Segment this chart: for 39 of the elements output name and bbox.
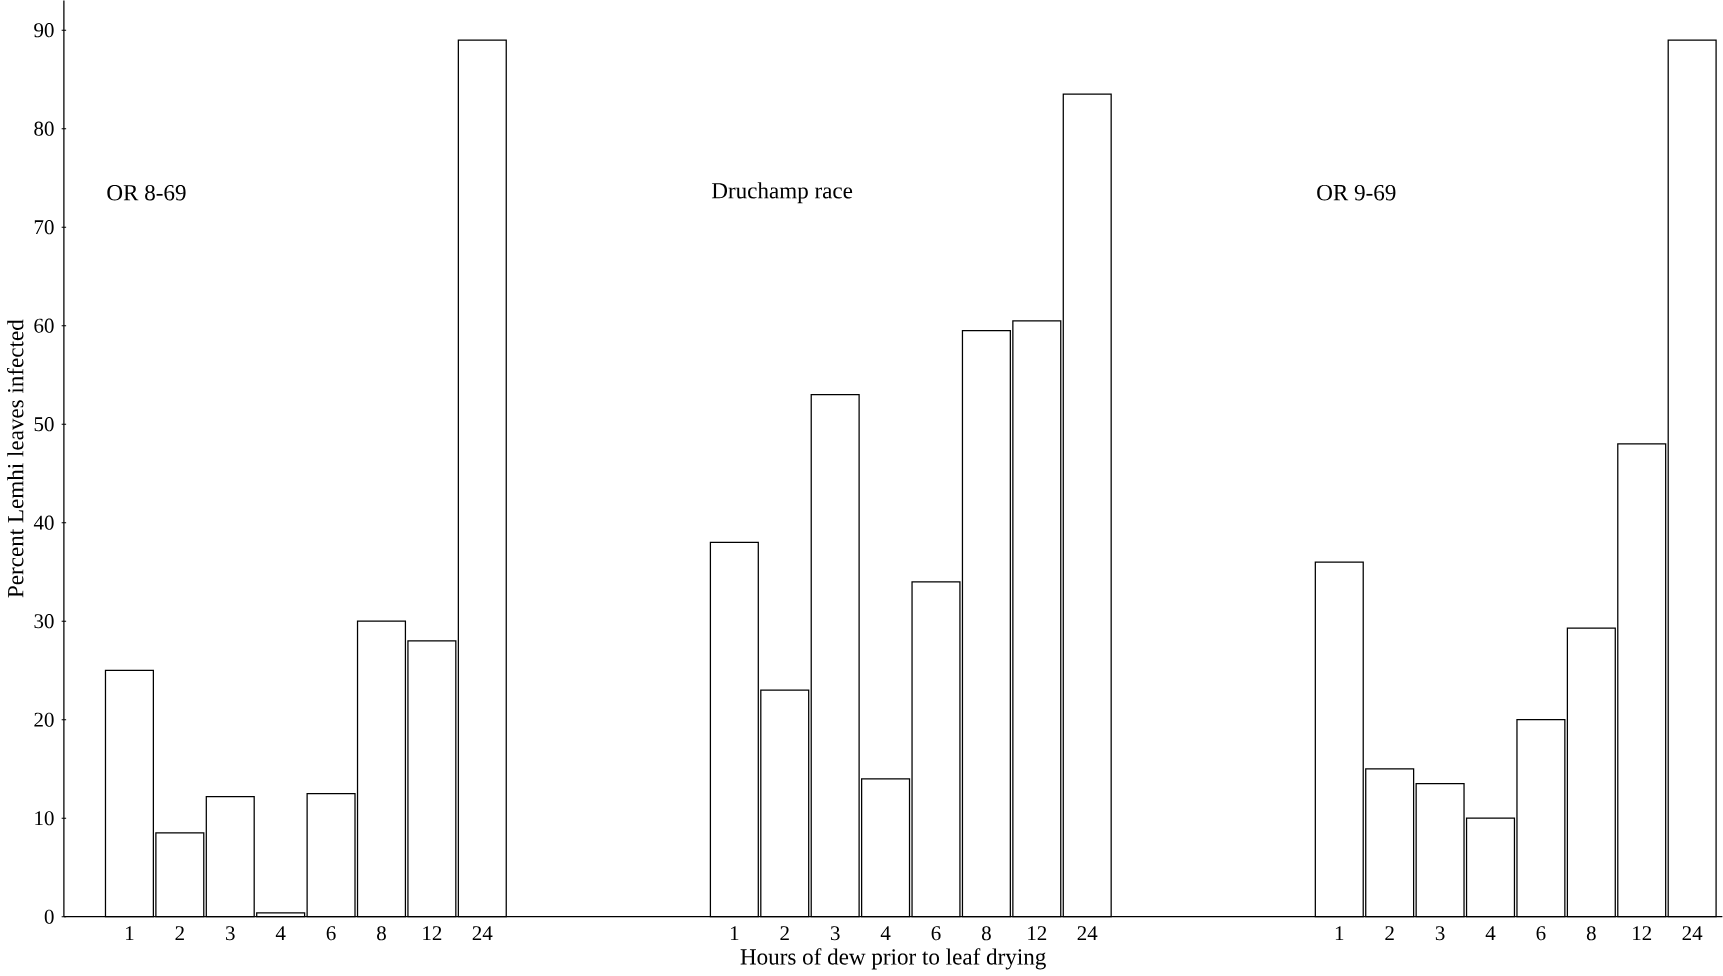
y-tick-label: 50 — [34, 416, 54, 432]
y-axis-title: Percent Lemhi leaves infected — [6, 319, 24, 598]
x-tick-label: 1 — [1335, 925, 1344, 940]
x-tick-label: 6 — [326, 925, 336, 941]
x-tick-label: 24 — [1682, 925, 1703, 940]
annotation: Druchamp race — [711, 182, 853, 203]
x-tick-label: 12 — [1028, 925, 1047, 940]
x-tick-label: 8 — [981, 925, 991, 941]
x-tick-label: 6 — [931, 925, 941, 941]
y-tick-label: 40 — [33, 515, 54, 530]
annotation: OR 8-69 — [107, 184, 186, 201]
x-tick-label: 3 — [226, 925, 235, 941]
x-tick-label: 2 — [1385, 925, 1394, 940]
x-tick-label: 12 — [423, 925, 442, 940]
x-tick-label: 4 — [1485, 925, 1496, 940]
x-tick-label: 3 — [1435, 925, 1445, 941]
y-tick-label: 70 — [34, 219, 54, 235]
x-tick-label: 1 — [730, 925, 739, 940]
x-tick-label: 4 — [880, 925, 891, 940]
y-tick-label: 90 — [34, 22, 54, 38]
x-tick-label: 24 — [472, 925, 493, 940]
x-tick-label: 1 — [126, 925, 134, 940]
x-tick-label: 2 — [780, 925, 789, 940]
x-tick-label: 24 — [1077, 925, 1098, 940]
y-tick-label: 60 — [34, 318, 54, 333]
x-tick-label: 8 — [377, 925, 386, 941]
y-tick-label: 10 — [35, 810, 54, 826]
x-tick-label: 6 — [1536, 925, 1546, 941]
x-axis-title: Hours of dew prior to leaf drying — [740, 947, 1046, 970]
x-tick-label: 8 — [1586, 925, 1596, 941]
y-tick-label: 20 — [34, 712, 54, 727]
y-tick-label: 0 — [44, 909, 54, 924]
annotation: OR 9-69 — [1317, 184, 1396, 201]
x-tick-label: 4 — [275, 925, 286, 940]
y-tick-label: 80 — [34, 121, 54, 136]
y-tick-label: 30 — [34, 613, 54, 629]
x-tick-label: 3 — [830, 925, 840, 941]
x-tick-label: 12 — [1633, 925, 1652, 940]
x-tick-label: 2 — [175, 925, 184, 940]
